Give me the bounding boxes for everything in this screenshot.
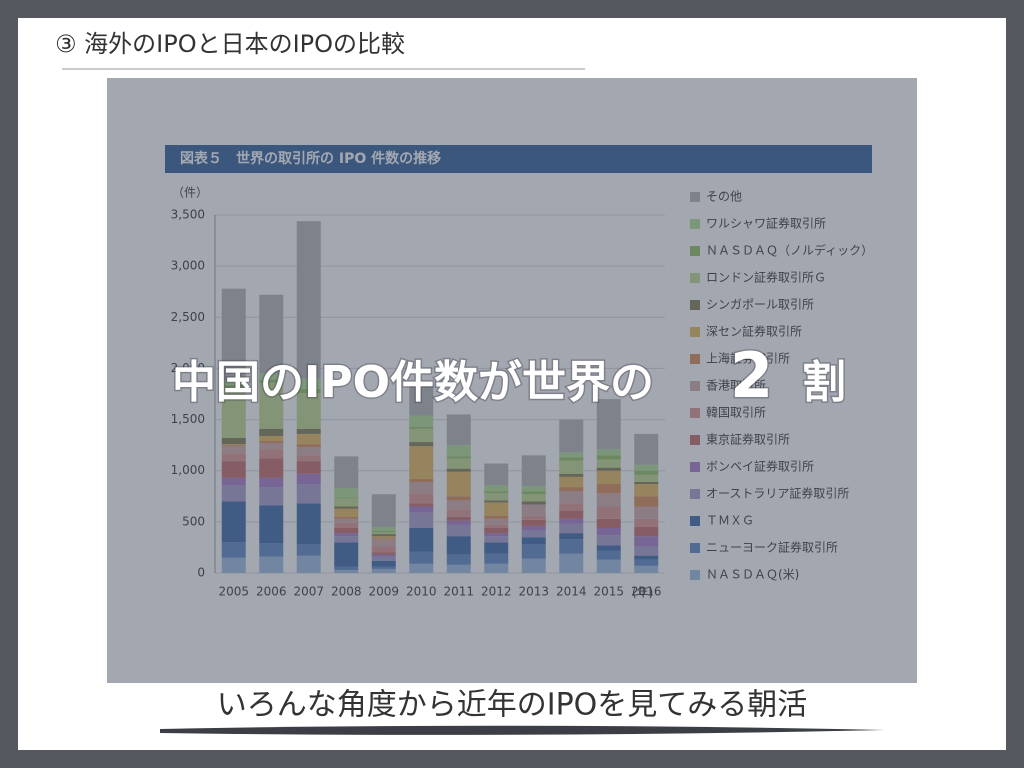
- headline: 割: [802, 357, 846, 408]
- caption-underline: [160, 725, 885, 735]
- dim-overlay: [107, 78, 917, 683]
- headline: 中国のIPO件数が世界の: [172, 357, 654, 408]
- slide-title: ③ 海外のIPOと日本のIPOの比較: [55, 30, 405, 58]
- caption: いろんな角度から近年のIPOを見てみる朝活: [217, 688, 808, 723]
- headline-number: 2: [730, 339, 773, 412]
